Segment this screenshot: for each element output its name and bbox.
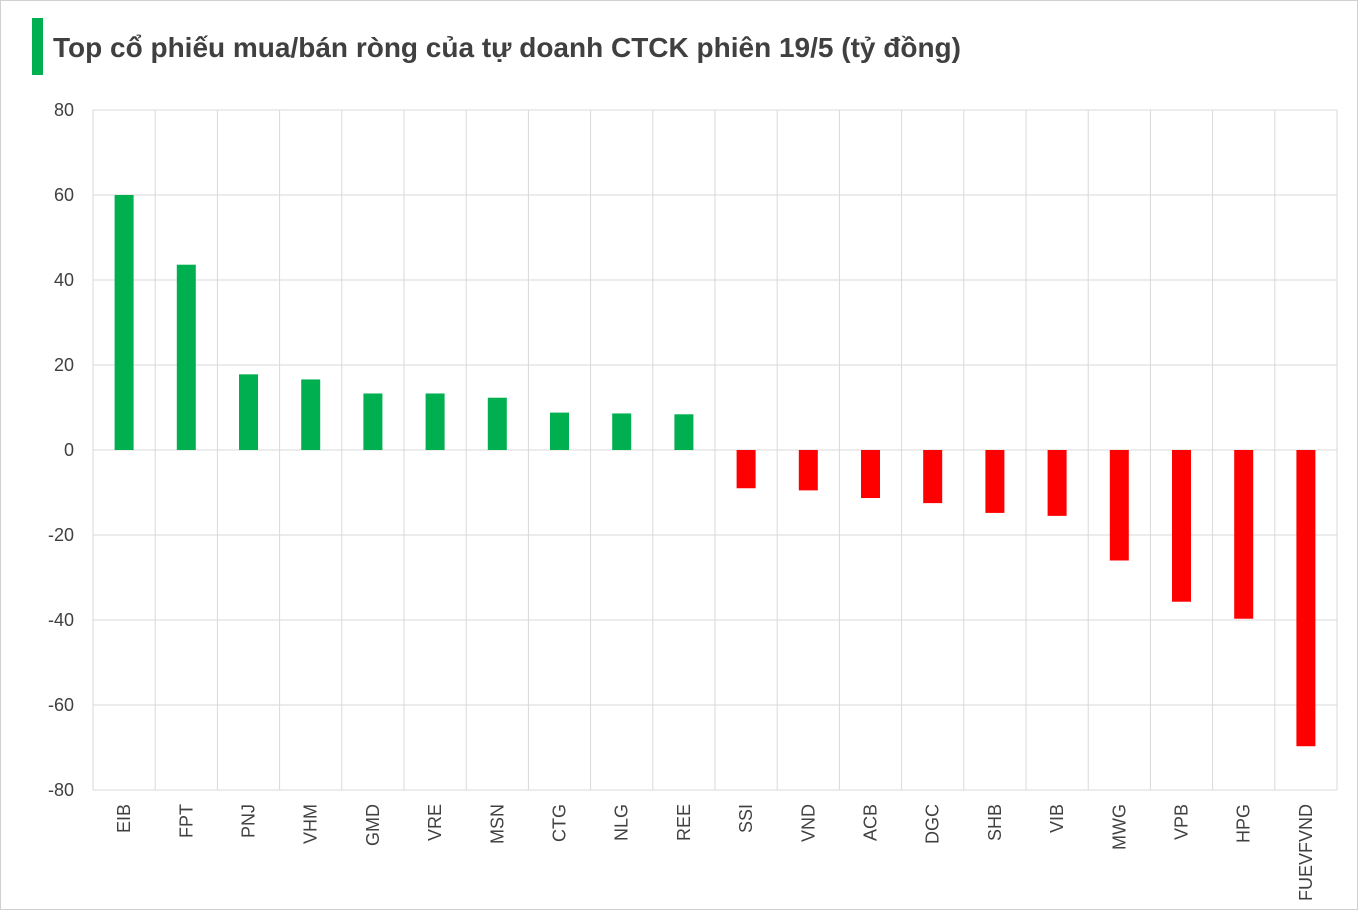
bar-nlg (612, 413, 632, 450)
x-tick-label: DGC (923, 804, 943, 844)
bar-hpg (1234, 450, 1254, 619)
y-tick-label: 80 (54, 100, 74, 120)
x-tick-label: ACB (861, 804, 881, 841)
x-tick-label: EIB (114, 804, 134, 833)
y-axis-ticks: 80 60 40 20 0 -20 -40 -60 -80 (48, 100, 74, 800)
x-tick-label: GMD (363, 804, 383, 846)
bar-pnj (239, 374, 258, 450)
bar-shb (985, 450, 1005, 513)
x-tick-label: PNJ (239, 804, 259, 838)
bar-fpt (176, 264, 196, 450)
y-tick-label: -60 (48, 695, 74, 715)
y-tick-label: -80 (48, 780, 74, 800)
bar-msn (487, 397, 507, 450)
y-tick-label: 60 (54, 185, 74, 205)
x-tick-label: VHM (301, 804, 321, 844)
bar-ctg (550, 412, 569, 450)
title-accent-bar (32, 18, 43, 75)
bar-eib (114, 195, 134, 450)
x-tick-label: MSN (487, 804, 507, 844)
x-tick-label: REE (674, 804, 694, 841)
y-tick-label: -20 (48, 525, 74, 545)
bar-acb (861, 450, 880, 499)
bar-dgc (923, 450, 943, 504)
y-tick-label: -40 (48, 610, 74, 630)
bar-vnd (798, 450, 818, 491)
chart-title: Top cổ phiếu mua/bán ròng của tự doanh C… (53, 32, 961, 63)
bar-ree (674, 414, 694, 450)
x-tick-label: FUEVFVND (1296, 804, 1316, 901)
bar-fuevfvnd (1296, 450, 1316, 747)
x-tick-label: VPB (1172, 804, 1192, 840)
bar-vpb (1172, 450, 1191, 602)
y-tick-label: 0 (64, 440, 74, 460)
bar-vib (1047, 450, 1067, 516)
bar-gmd (363, 393, 383, 450)
x-axis-ticks: EIB FPT PNJ VHM GMD VRE MSN CTG NLG REE SSI VND ACB D… (114, 804, 1316, 901)
x-tick-label: FPT (176, 804, 196, 838)
x-tick-label: NLG (612, 804, 632, 841)
x-tick-label: VND (798, 804, 818, 842)
y-tick-label: 40 (54, 270, 74, 290)
bar-mwg (1109, 450, 1129, 561)
x-tick-label: VIB (1047, 804, 1067, 833)
bars (114, 195, 1316, 747)
x-tick-label: CTG (550, 804, 570, 842)
x-tick-label: MWG (1109, 804, 1129, 850)
x-tick-label: HPG (1234, 804, 1254, 843)
bar-vre (425, 393, 445, 450)
y-tick-label: 20 (54, 355, 74, 375)
x-tick-label: VRE (425, 804, 445, 841)
x-tick-label: SHB (985, 804, 1005, 841)
gridlines (92, 109, 1338, 791)
bar-vhm (301, 379, 321, 450)
bar-ssi (736, 450, 756, 489)
x-tick-label: SSI (736, 804, 756, 833)
